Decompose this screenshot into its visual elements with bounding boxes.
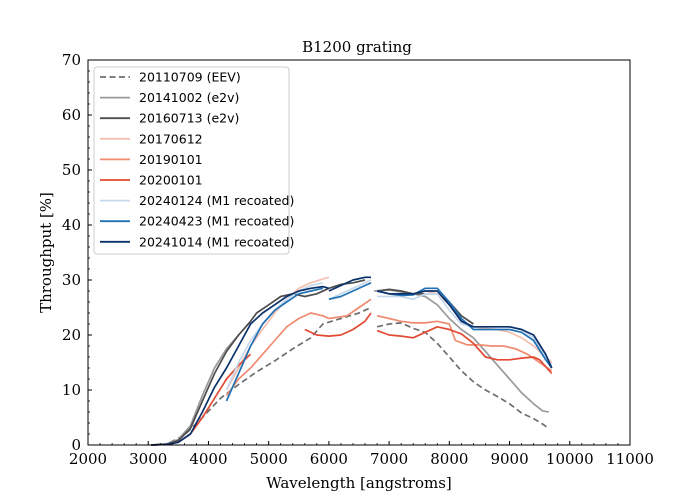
y-tick-label: 40 (62, 216, 81, 234)
series-line-8-seg-0 (151, 285, 330, 446)
x-axis-label: Wavelength [angstroms] (266, 474, 452, 492)
series-line-5-seg-1 (304, 312, 372, 337)
x-tick-label: 9000 (490, 450, 528, 468)
plot-frame (87, 59, 631, 446)
series-line-3-seg-1 (376, 290, 553, 364)
series-line-0-seg-1 (376, 322, 550, 430)
series-line-4-seg-2 (376, 314, 553, 372)
series-line-4-seg-0 (225, 312, 330, 397)
series-line-5-seg-2 (376, 325, 553, 375)
x-tick-label: 4000 (189, 450, 227, 468)
axis-ticks: 2000 3000 4000 5000 6000 7000 8000 9000 10000 110… (62, 51, 654, 468)
y-tick-label: 10 (62, 381, 81, 399)
y-tick-label: 50 (62, 161, 81, 179)
y-tick-label: 70 (62, 51, 81, 69)
x-tick-label: 5000 (250, 450, 288, 468)
series-line-7-seg-1 (328, 282, 372, 301)
series-line-7-seg-2 (376, 287, 553, 369)
series-line-6-seg-0 (225, 281, 324, 391)
legend-label: 20200101 (139, 173, 203, 188)
legend-label: 20240423 (M1 recoated) (139, 214, 294, 229)
legend-label: 20240124 (M1 recoated) (139, 193, 294, 208)
legend-label: 20241014 (M1 recoated) (139, 234, 294, 249)
y-tick-label: 30 (62, 271, 81, 289)
x-tick-label: 11000 (606, 450, 654, 468)
y-tick-label: 60 (62, 106, 81, 124)
x-tick-label: 8000 (430, 450, 468, 468)
legend-label: 20160713 (e2v) (139, 111, 239, 126)
series-line-8-seg-1 (328, 276, 371, 292)
legend-label: 20110709 (EEV) (139, 70, 241, 85)
series-line-6-seg-1 (328, 279, 372, 301)
x-tick-label: 7000 (370, 450, 408, 468)
legend-label: 20190101 (139, 152, 203, 167)
y-tick-label: 0 (71, 436, 81, 454)
series-line-7-seg-0 (225, 287, 324, 402)
x-tick-label: 6000 (310, 450, 348, 468)
y-tick-label: 20 (62, 326, 81, 344)
chart-title: B1200 grating (302, 38, 412, 56)
x-tick-label: 3000 (129, 450, 167, 468)
y-axis-label: Throughput [%] (37, 192, 55, 313)
legend-box (93, 66, 290, 255)
series-line-6-seg-2 (377, 292, 553, 366)
legend: 20110709 (EEV) 20141002 (e2v) 20160713 (e2… (93, 66, 294, 255)
legend-label: 20170612 (139, 131, 203, 146)
series-line-8-seg-2 (376, 290, 553, 369)
x-tick-label: 10000 (546, 450, 594, 468)
legend-label: 20141002 (e2v) (139, 90, 239, 105)
series-lines (151, 276, 553, 446)
series-line-1-seg-1 (374, 289, 549, 413)
x-tick-label: 2000 (69, 450, 107, 468)
series-line-4-seg-1 (328, 298, 372, 320)
series-line-2-seg-0 (151, 279, 366, 446)
